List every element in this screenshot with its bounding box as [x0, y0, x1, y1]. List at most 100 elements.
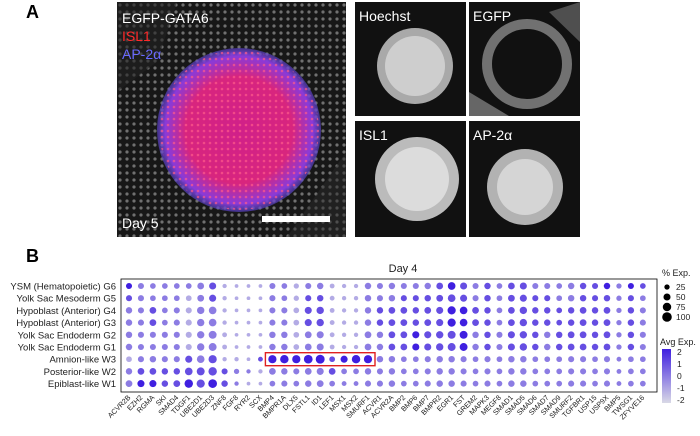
dot — [639, 283, 646, 289]
dot — [412, 343, 420, 351]
dot — [484, 356, 491, 363]
dot — [567, 343, 575, 351]
dot — [507, 343, 515, 351]
gene-label: SKI — [154, 393, 169, 408]
dot — [208, 306, 217, 315]
dot — [484, 368, 491, 375]
dot — [579, 307, 587, 314]
gene-label: SMURF1 — [344, 393, 371, 420]
dot — [364, 331, 372, 339]
dot — [616, 344, 622, 350]
dot — [556, 283, 563, 289]
gene-label: USP9X — [587, 393, 610, 416]
dot-plot-frame — [120, 278, 658, 393]
color-legend-title: Avg Exp. — [660, 337, 696, 347]
dot — [125, 282, 133, 290]
dot — [400, 368, 407, 375]
dot — [459, 306, 468, 315]
dot — [246, 332, 251, 337]
dot — [305, 380, 312, 387]
dot — [185, 283, 192, 289]
size-legend-label: 100 — [676, 312, 690, 322]
dot — [544, 356, 551, 363]
dot — [447, 294, 456, 303]
dot — [532, 380, 539, 387]
dot — [616, 307, 622, 314]
gene-label: EZH2 — [125, 393, 144, 412]
dot — [209, 294, 217, 302]
dot — [258, 356, 263, 362]
dot — [616, 368, 622, 374]
dot — [459, 343, 468, 351]
dot — [280, 354, 289, 364]
size-legend-label: 50 — [676, 292, 686, 302]
dot — [293, 368, 300, 375]
dot — [628, 368, 634, 375]
dot — [519, 343, 528, 351]
dot — [222, 357, 227, 362]
dot — [555, 343, 563, 351]
dot — [472, 295, 479, 302]
dot — [258, 369, 263, 374]
dot — [125, 368, 133, 375]
dot — [603, 319, 611, 326]
dot — [126, 356, 132, 363]
dot — [459, 318, 468, 327]
dot — [639, 319, 646, 326]
dot — [293, 344, 300, 350]
gene-label: GREM2 — [455, 393, 479, 417]
dot — [173, 343, 180, 351]
dot — [376, 295, 383, 302]
dot — [173, 356, 180, 363]
dot — [508, 307, 515, 314]
dot — [400, 295, 407, 302]
dot — [269, 295, 276, 302]
dot — [519, 318, 528, 327]
dot — [412, 295, 419, 302]
dot — [508, 282, 515, 290]
dot — [125, 319, 133, 326]
dot — [591, 343, 599, 351]
dot — [161, 356, 168, 363]
dot — [460, 294, 468, 302]
dot — [304, 368, 312, 375]
gene-label: BMP6 — [399, 393, 419, 413]
gene-label: TWSG1 — [610, 393, 634, 417]
dot — [222, 332, 228, 338]
dot — [196, 367, 205, 376]
dot — [173, 283, 180, 289]
dot — [137, 295, 144, 302]
gene-label: SMAD6 — [515, 393, 539, 417]
dot — [472, 319, 479, 326]
dot — [341, 381, 347, 387]
dot — [544, 295, 551, 302]
row-label: Yolk Sac Mesoderm G5 — [17, 294, 116, 305]
gene-label: RGMA — [135, 393, 157, 415]
dot — [125, 343, 133, 351]
dot — [293, 307, 300, 314]
dot — [125, 331, 133, 339]
dot — [448, 355, 455, 363]
dot — [508, 368, 515, 375]
dot — [208, 367, 217, 376]
dot — [269, 319, 276, 326]
dot — [484, 307, 491, 314]
dot — [592, 295, 599, 302]
dot — [137, 356, 144, 363]
dot — [258, 284, 263, 288]
dot — [532, 319, 539, 326]
dot — [234, 296, 239, 301]
dot — [150, 295, 156, 302]
size-legend-dot — [662, 312, 672, 322]
dot — [221, 380, 228, 387]
dot — [400, 380, 407, 387]
dot — [508, 319, 515, 326]
dot — [269, 368, 276, 375]
dot — [628, 356, 634, 363]
dot — [544, 380, 551, 387]
dot — [304, 319, 312, 327]
dot — [447, 318, 456, 327]
dot — [532, 307, 539, 314]
gene-label: SCX — [247, 393, 264, 410]
dot — [507, 331, 515, 339]
